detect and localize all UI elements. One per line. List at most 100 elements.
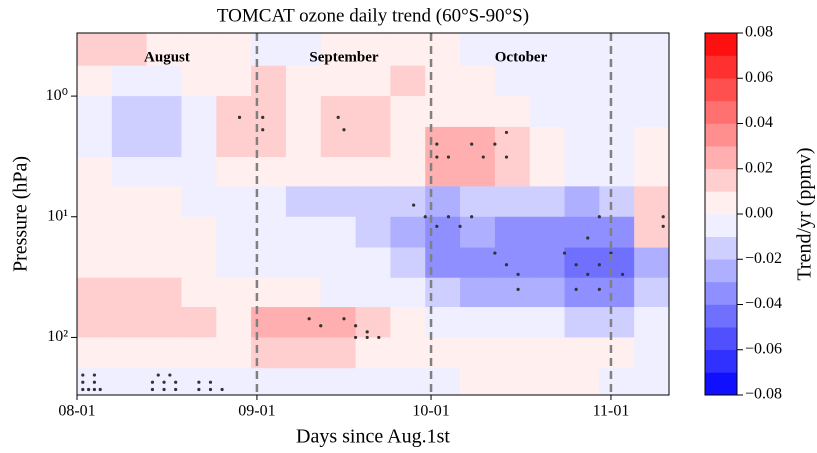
heatmap-cell bbox=[529, 247, 566, 279]
heatmap-cell bbox=[460, 368, 496, 395]
plot-frame bbox=[76, 32, 670, 396]
heatmap-cell bbox=[146, 126, 182, 158]
heatmap-cell bbox=[529, 337, 566, 369]
heatmap-cell bbox=[181, 96, 217, 128]
heatmap-cell bbox=[460, 33, 496, 67]
significance-dot bbox=[197, 380, 201, 384]
heatmap-cell bbox=[599, 126, 635, 158]
colorbar-segment bbox=[705, 349, 737, 373]
heatmap-cell bbox=[111, 186, 148, 218]
colorbar-segment bbox=[705, 168, 737, 192]
heatmap-cell bbox=[216, 96, 252, 128]
significance-dot bbox=[353, 335, 358, 340]
month-label: October bbox=[495, 49, 548, 65]
heatmap-cell bbox=[355, 307, 391, 338]
heatmap-cell bbox=[355, 216, 391, 249]
heatmap-cell bbox=[355, 65, 391, 97]
heatmap-cell bbox=[494, 307, 531, 338]
heatmap-cell bbox=[146, 307, 182, 338]
colorbar-tick-label: 0.04 bbox=[745, 114, 773, 131]
x-tick-label: 11-01 bbox=[593, 403, 630, 420]
heatmap-cell bbox=[599, 157, 635, 187]
heatmap-cell bbox=[320, 157, 357, 187]
heatmap-cell bbox=[77, 65, 113, 97]
heatmap bbox=[77, 33, 669, 395]
colorbar-tick-label: 0.00 bbox=[745, 205, 773, 222]
heatmap-cell bbox=[390, 186, 426, 218]
x-tick-label: 10-01 bbox=[412, 403, 449, 420]
heatmap-cell bbox=[529, 33, 566, 67]
significance-dot bbox=[237, 115, 242, 119]
significance-dot bbox=[92, 387, 97, 392]
heatmap-cell bbox=[181, 277, 217, 308]
colorbar-segment bbox=[705, 78, 737, 102]
significance-dot bbox=[412, 203, 416, 207]
significance-dot bbox=[620, 272, 625, 276]
heatmap-cell bbox=[285, 157, 322, 187]
colorbar-segment bbox=[705, 100, 737, 124]
heatmap-cell bbox=[390, 247, 426, 279]
significance-dot bbox=[220, 387, 224, 392]
colorbar-tick-label: 0.02 bbox=[745, 159, 773, 176]
heatmap-cell bbox=[494, 368, 531, 395]
colorbar-tick-label: 0.06 bbox=[745, 69, 773, 86]
heatmap-cell bbox=[390, 216, 426, 249]
colorbar-segment bbox=[705, 55, 737, 79]
heatmap-cell bbox=[355, 277, 391, 308]
heatmap-cell bbox=[599, 368, 635, 395]
heatmap-cell bbox=[285, 337, 322, 369]
heatmap-cell bbox=[494, 247, 531, 279]
significance-dot bbox=[81, 373, 85, 377]
significance-dot bbox=[597, 263, 601, 267]
heatmap-cell bbox=[285, 126, 322, 158]
y-tick-label: 10⁰ bbox=[46, 87, 68, 104]
heatmap-cell bbox=[390, 96, 426, 128]
colorbar-segment bbox=[705, 214, 737, 237]
heatmap-cell bbox=[146, 157, 182, 187]
heatmap-cell bbox=[564, 277, 600, 308]
heatmap-cell bbox=[494, 96, 531, 128]
heatmap-cell bbox=[111, 337, 148, 369]
heatmap-cell bbox=[390, 307, 426, 338]
heatmap-cell bbox=[146, 337, 182, 369]
significance-dot bbox=[597, 215, 601, 219]
heatmap-cell bbox=[77, 216, 113, 249]
significance-dot bbox=[92, 380, 97, 384]
heatmap-cell bbox=[355, 96, 391, 128]
heatmap-cell bbox=[77, 307, 113, 338]
heatmap-cell bbox=[599, 65, 635, 97]
significance-dot bbox=[92, 373, 97, 377]
heatmap-cell bbox=[460, 65, 496, 97]
heatmap-cell bbox=[111, 247, 148, 279]
y-tick-label: 10² bbox=[47, 328, 68, 345]
heatmap-cell bbox=[564, 307, 600, 338]
chart-title: TOMCAT ozone daily trend (60°S-90°S) bbox=[217, 5, 529, 26]
heatmap-cell bbox=[494, 33, 531, 67]
significance-dot bbox=[504, 155, 509, 159]
significance-dot bbox=[661, 224, 665, 228]
heatmap-cell bbox=[529, 216, 566, 249]
heatmap-cell bbox=[181, 247, 217, 279]
heatmap-cell bbox=[320, 337, 357, 369]
heatmap-cell bbox=[494, 337, 531, 369]
significance-dot bbox=[661, 215, 665, 219]
heatmap-cell bbox=[320, 126, 357, 158]
heatmap-cell bbox=[564, 368, 600, 395]
significance-dot bbox=[208, 380, 213, 384]
heatmap-cell bbox=[320, 368, 357, 395]
significance-dot bbox=[365, 335, 369, 340]
heatmap-cell bbox=[111, 216, 148, 249]
heatmap-cell bbox=[216, 277, 252, 308]
heatmap-cell bbox=[285, 247, 322, 279]
colorbar-segment bbox=[705, 191, 737, 215]
heatmap-cell bbox=[599, 277, 635, 308]
heatmap-cell bbox=[634, 186, 669, 218]
heatmap-cell bbox=[285, 33, 322, 67]
heatmap-cell bbox=[216, 157, 252, 187]
heatmap-cell bbox=[320, 247, 357, 279]
heatmap-cell bbox=[634, 65, 669, 97]
heatmap-cell bbox=[460, 337, 496, 369]
heatmap-cell bbox=[460, 96, 496, 128]
significance-dot bbox=[470, 215, 474, 219]
